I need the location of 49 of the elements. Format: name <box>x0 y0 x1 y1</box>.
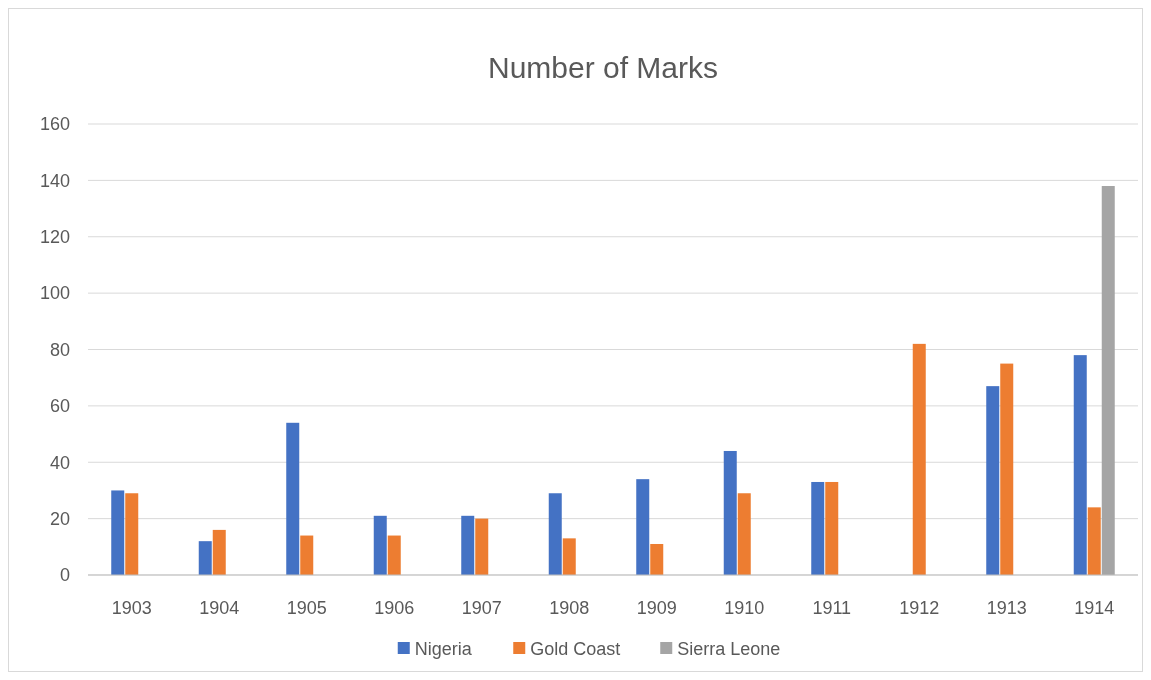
x-tick-label: 1912 <box>899 598 940 618</box>
bar <box>825 481 839 575</box>
bar <box>811 481 825 575</box>
x-tick-label: 1914 <box>1074 598 1115 618</box>
bar <box>723 450 737 575</box>
y-tick-label: 80 <box>49 339 70 360</box>
y-tick-label: 0 <box>59 565 70 586</box>
x-tick-label: 1911 <box>812 598 852 618</box>
bar <box>461 515 475 575</box>
bar <box>300 535 314 575</box>
legend-label: Sierra Leone <box>677 639 781 659</box>
legend-label: Gold Coast <box>530 639 621 659</box>
y-tick-label: 60 <box>49 396 70 417</box>
x-tick-label: 1908 <box>549 598 590 618</box>
y-tick-label: 120 <box>39 227 70 248</box>
bar <box>1087 507 1101 575</box>
bar <box>986 386 1000 575</box>
x-tick-label: 1904 <box>199 598 240 618</box>
bar <box>111 490 125 575</box>
bar <box>212 529 226 575</box>
bar <box>1000 363 1014 575</box>
legend-label: Nigeria <box>414 639 473 659</box>
bar <box>912 343 926 575</box>
x-tick-label: 1907 <box>461 598 502 618</box>
y-tick-label: 160 <box>39 114 70 135</box>
x-tick-label: 1905 <box>286 598 327 618</box>
bar <box>286 422 300 575</box>
bar <box>650 543 664 575</box>
bar <box>1101 186 1115 575</box>
x-tick-label: 1910 <box>724 598 765 618</box>
bar <box>198 541 212 575</box>
bar <box>562 538 576 575</box>
x-tick-label: 1903 <box>111 598 152 618</box>
x-tick-label: 1909 <box>636 598 677 618</box>
y-tick-label: 20 <box>49 508 70 529</box>
bar <box>1073 355 1087 575</box>
bar <box>373 515 387 575</box>
chart-title: Number of Marks <box>487 51 719 84</box>
bar <box>387 535 401 575</box>
bar <box>737 493 751 575</box>
x-tick-label: 1913 <box>986 598 1027 618</box>
bar <box>548 493 562 575</box>
bar <box>475 518 489 575</box>
y-tick-label: 140 <box>39 170 70 191</box>
bar <box>636 479 650 575</box>
bar <box>125 493 139 575</box>
x-tick-label: 1906 <box>374 598 415 618</box>
y-tick-label: 100 <box>39 283 70 304</box>
y-tick-label: 40 <box>49 452 70 473</box>
